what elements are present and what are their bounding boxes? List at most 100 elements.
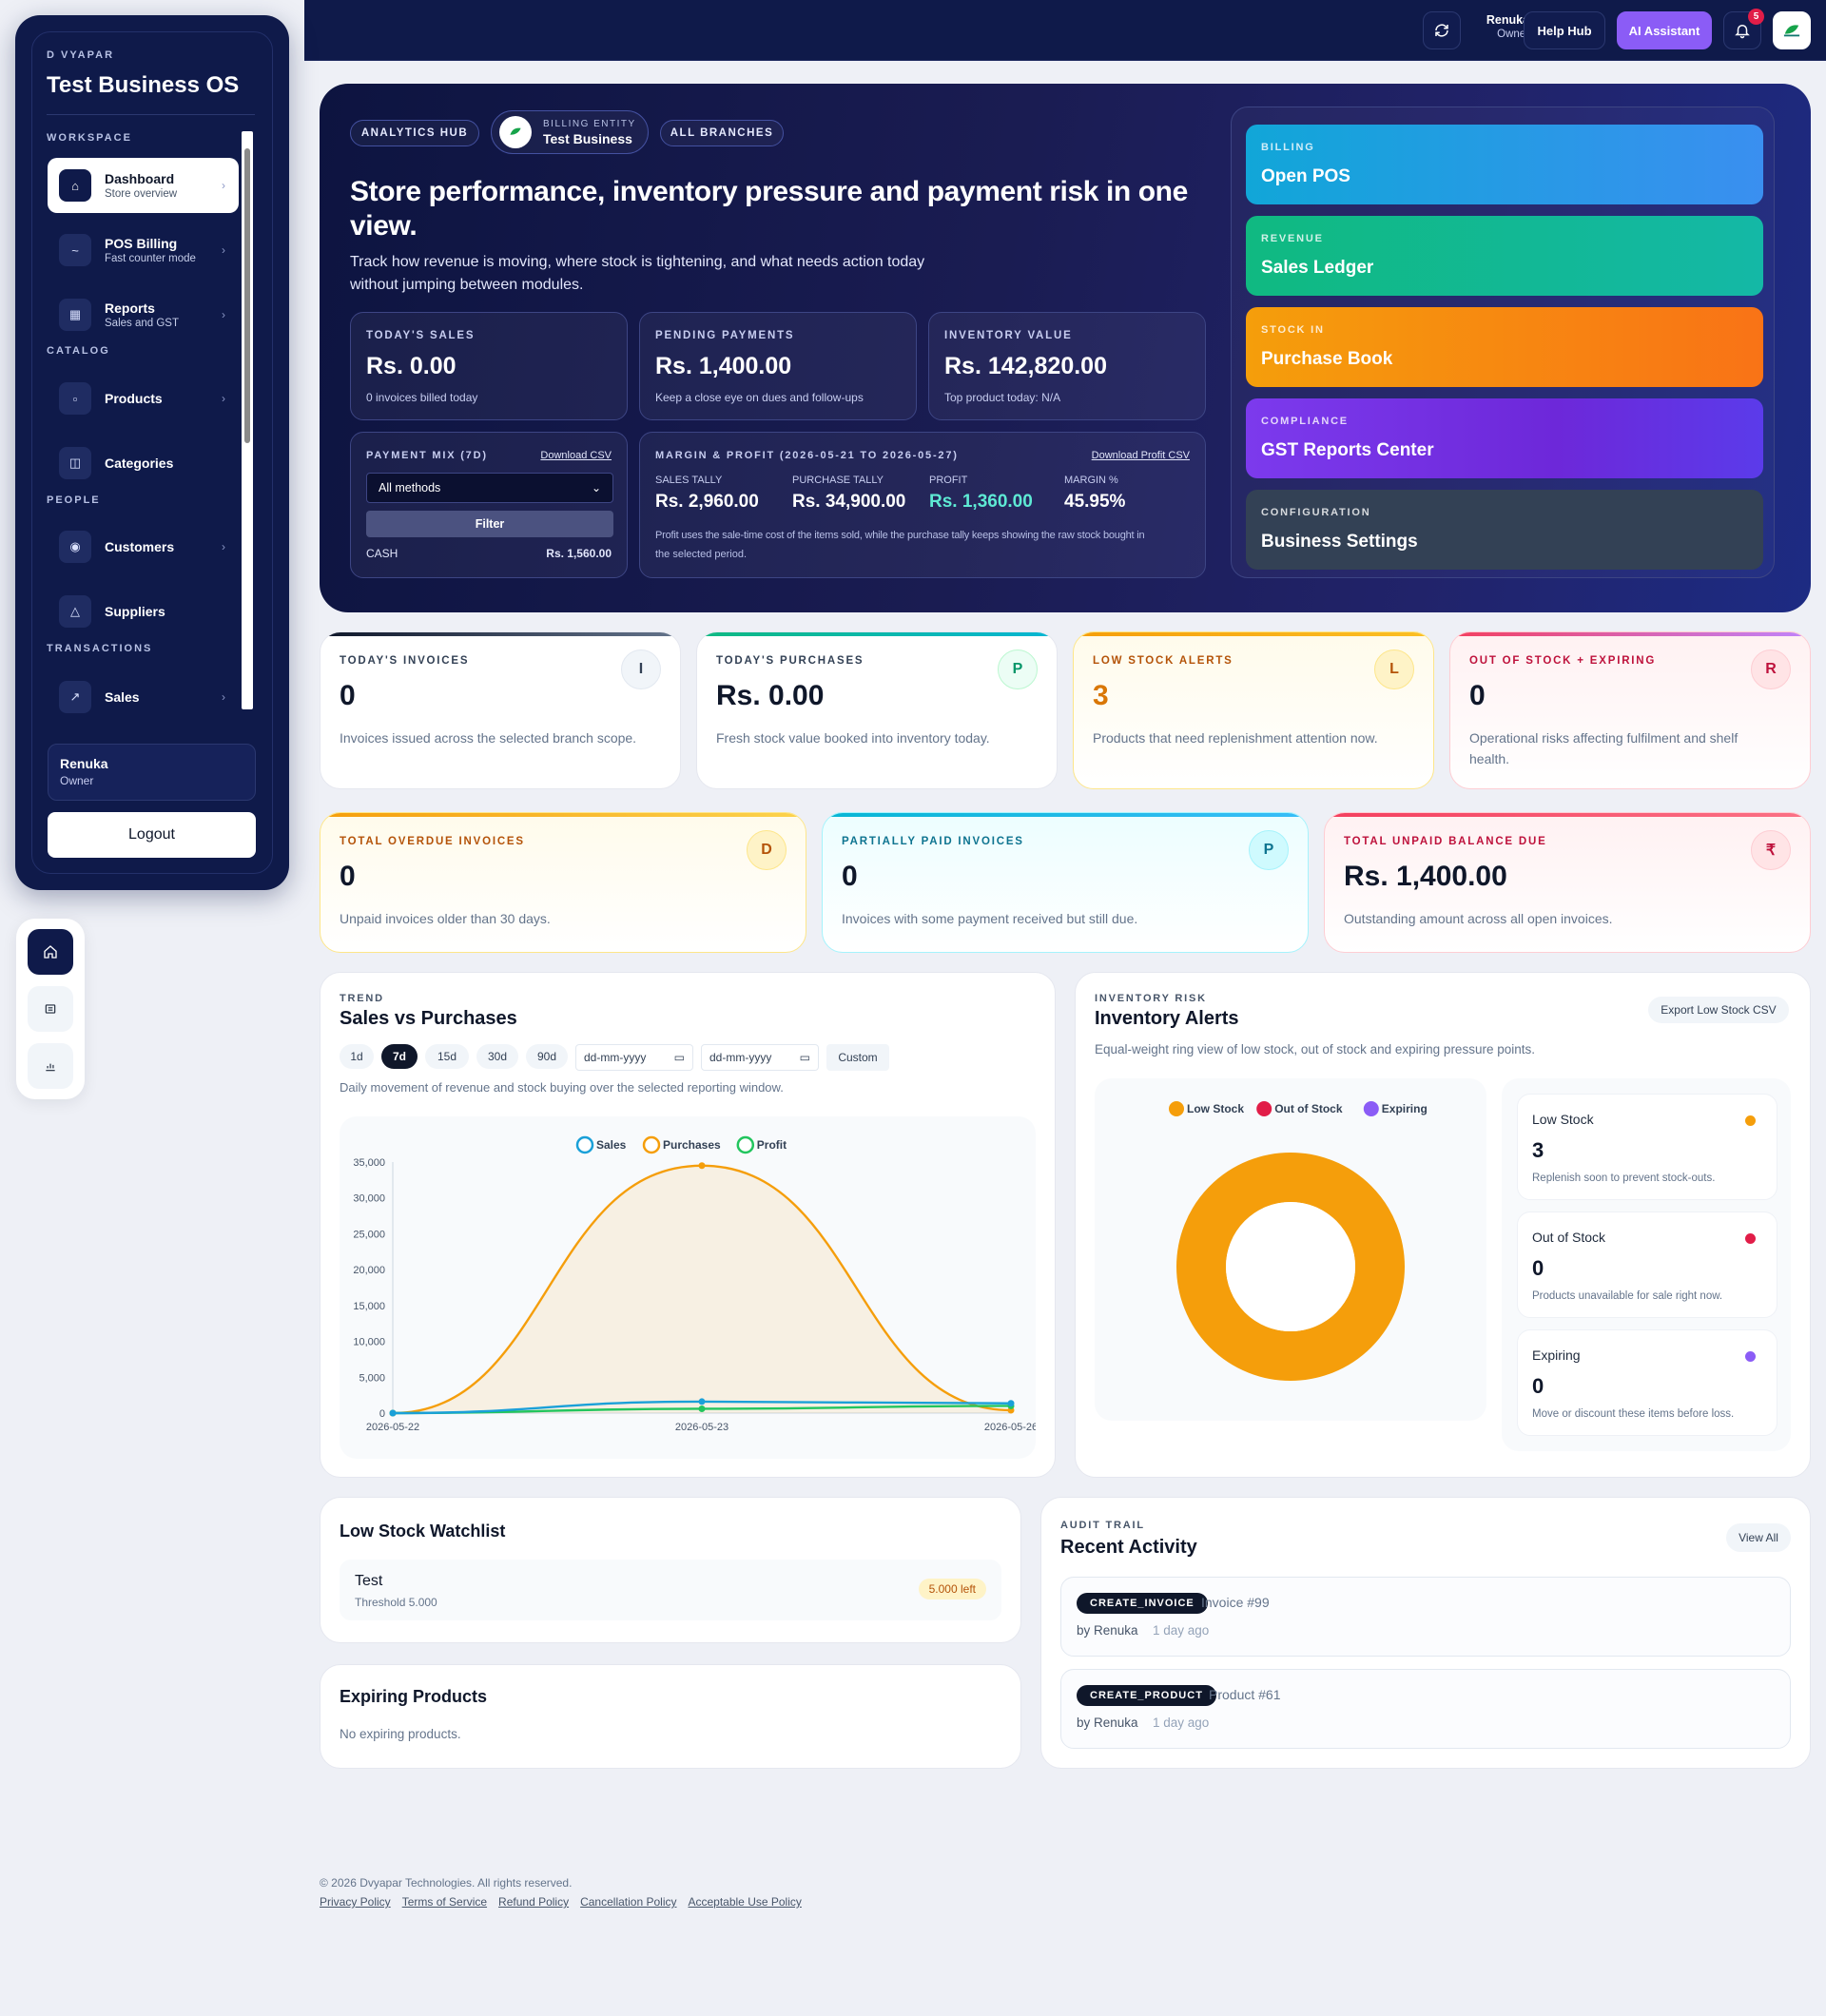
tile-kicker: CONFIGURATION: [1261, 507, 1371, 518]
y-tick-label: 30,000: [353, 1193, 385, 1205]
watchlist-item-threshold: Threshold 5.000: [355, 1596, 437, 1609]
scrollbar-thumb[interactable]: [244, 148, 250, 443]
status-dot: [1745, 1351, 1756, 1362]
activity-item[interactable]: CREATE_PRODUCT Product #61 by Renuka 1 d…: [1060, 1669, 1791, 1749]
sidebar-item-suppliers[interactable]: △ Suppliers: [48, 584, 239, 639]
purchase-book-tile[interactable]: STOCK IN Purchase Book: [1246, 307, 1763, 387]
summary-value: 0: [1532, 1374, 1544, 1398]
summary-value: 0: [1532, 1256, 1544, 1280]
stat-value: 0: [340, 680, 356, 711]
activity-item[interactable]: CREATE_INVOICE Invoice #99 by Renuka 1 d…: [1060, 1577, 1791, 1657]
ring-legend-label[interactable]: Low Stock: [1187, 1102, 1244, 1115]
home-icon: [44, 945, 57, 959]
watchlist-item[interactable]: Test Threshold 5.000 5.000 left: [340, 1560, 1001, 1620]
arrow-up-right-icon: ↗: [59, 681, 91, 713]
stat-kicker: LOW STOCK ALERTS: [1093, 655, 1234, 667]
range-7d-button[interactable]: 7d: [381, 1044, 418, 1069]
business-logo-button[interactable]: [1773, 11, 1811, 49]
card-kicker: TODAY'S SALES: [366, 330, 476, 341]
date-from-input[interactable]: dd-mm-yyyy ▭: [575, 1044, 693, 1071]
sidebar-user-card[interactable]: Renuka Owner: [48, 744, 256, 801]
rail-home-button[interactable]: [28, 929, 73, 975]
chevron-down-icon: ⌄: [591, 481, 601, 494]
cancellation-policy-link[interactable]: Cancellation Policy: [580, 1895, 677, 1909]
payment-method-select[interactable]: All methods ⌄: [366, 473, 613, 503]
help-hub-button[interactable]: Help Hub: [1524, 11, 1605, 49]
sidebar-item-sales[interactable]: ↗ Sales ›: [48, 669, 239, 725]
margin-col-profit: PROFIT Rs. 1,360.00: [929, 475, 1033, 513]
series-area-purchases: [393, 1165, 1011, 1413]
stat-kicker: TOTAL UNPAID BALANCE DUE: [1344, 836, 1547, 847]
sidebar-item-customers[interactable]: ◉ Customers ›: [48, 519, 239, 574]
gst-reports-tile[interactable]: COMPLIANCE GST Reports Center: [1246, 398, 1763, 478]
home-icon: ⌂: [59, 169, 91, 202]
columns-icon: ◫: [59, 447, 91, 479]
privacy-policy-link[interactable]: Privacy Policy: [320, 1895, 391, 1909]
sync-button[interactable]: [1423, 11, 1461, 49]
terms-of-service-link[interactable]: Terms of Service: [401, 1895, 488, 1909]
download-csv-link[interactable]: Download CSV: [540, 450, 612, 461]
section-transactions: TRANSACTIONS: [47, 643, 153, 654]
acceptable-use-policy-link[interactable]: Acceptable Use Policy: [688, 1895, 802, 1909]
sidebar-scrollbar[interactable]: [242, 131, 253, 709]
refund-policy-link[interactable]: Refund Policy: [498, 1895, 570, 1909]
data-point-sales[interactable]: [1007, 1400, 1015, 1407]
box-icon: ▫: [59, 382, 91, 415]
data-point-sales[interactable]: [389, 1409, 397, 1417]
logout-button[interactable]: Logout: [48, 812, 256, 858]
legend-label[interactable]: Profit: [757, 1138, 787, 1152]
open-pos-tile[interactable]: BILLING Open POS: [1246, 125, 1763, 204]
calendar-icon: ▭: [799, 1051, 810, 1064]
filter-button[interactable]: Filter: [366, 511, 613, 537]
range-90d-button[interactable]: 90d: [526, 1044, 568, 1069]
ring-legend-label[interactable]: Expiring: [1382, 1102, 1428, 1115]
ring-legend-label[interactable]: Out of Stock: [1274, 1102, 1343, 1115]
rail-billing-button[interactable]: [28, 986, 73, 1032]
ai-assistant-button[interactable]: AI Assistant: [1617, 11, 1712, 49]
all-branches-pill[interactable]: ALL BRANCHES: [660, 120, 784, 146]
range-15d-button[interactable]: 15d: [425, 1044, 469, 1069]
data-point-purchases[interactable]: [698, 1162, 706, 1170]
chevron-right-icon: ›: [222, 540, 225, 553]
summary-label: Low Stock: [1532, 1112, 1594, 1127]
sidebar-item-pos-billing[interactable]: ~ POS Billing Fast counter mode ›: [48, 223, 239, 278]
legend-marker-sales: [575, 1135, 594, 1154]
sidebar-item-reports[interactable]: ▦ Reports Sales and GST ›: [48, 287, 239, 342]
data-point-sales[interactable]: [698, 1398, 706, 1405]
legend-label[interactable]: Sales: [596, 1138, 627, 1152]
sidebar-item-categories[interactable]: ◫ Categories: [48, 436, 239, 491]
range-1d-button[interactable]: 1d: [340, 1044, 374, 1069]
range-30d-button[interactable]: 30d: [476, 1044, 518, 1069]
custom-range-button[interactable]: Custom: [826, 1044, 889, 1071]
ring-legend-marker: [1256, 1101, 1272, 1116]
card-value: Rs. 1,400.00: [655, 353, 792, 379]
tile-title: Sales Ledger: [1261, 258, 1374, 278]
activity-tag: CREATE_PRODUCT: [1077, 1685, 1216, 1706]
business-settings-tile[interactable]: CONFIGURATION Business Settings: [1246, 490, 1763, 570]
sales-ledger-tile[interactable]: REVENUE Sales Ledger: [1246, 216, 1763, 296]
stat-desc: Operational risks affecting fulfilment a…: [1469, 730, 1739, 766]
sidebar-item-sub: Sales and GST: [105, 318, 179, 329]
stat-desc: Fresh stock value booked into inventory …: [716, 730, 990, 746]
date-to-input[interactable]: dd-mm-yyyy ▭: [701, 1044, 819, 1071]
data-point-profit[interactable]: [698, 1405, 706, 1412]
y-tick-label: 35,000: [353, 1157, 385, 1169]
activity-ref: Product #61: [1209, 1687, 1281, 1702]
billing-entity-pill[interactable]: BILLING ENTITY Test Business: [491, 110, 649, 154]
sidebar-item-products[interactable]: ▫ Products ›: [48, 371, 239, 426]
notifications-button[interactable]: 5: [1723, 9, 1764, 49]
rail-reports-button[interactable]: [28, 1043, 73, 1089]
view-all-button[interactable]: View All: [1726, 1523, 1791, 1552]
export-low-stock-button[interactable]: Export Low Stock CSV: [1648, 997, 1789, 1023]
download-profit-csv-link[interactable]: Download Profit CSV: [1091, 450, 1190, 461]
ring-segment[interactable]: [1176, 1153, 1405, 1381]
bar-chart-icon: [46, 1063, 55, 1072]
topbar-user[interactable]: Renuka Owner: [1468, 13, 1529, 40]
summary-value: 3: [1532, 1138, 1544, 1162]
activity-ref: Invoice #99: [1201, 1595, 1270, 1610]
legend-label[interactable]: Purchases: [663, 1138, 721, 1152]
sidebar-item-dashboard[interactable]: ⌂ Dashboard Store overview ›: [48, 158, 239, 213]
y-tick-label: 0: [379, 1408, 385, 1420]
top-bar: Renuka Owner Help Hub AI Assistant 5: [304, 0, 1826, 61]
stat-card-low-stock: LOW STOCK ALERTS 3 Products that need re…: [1073, 631, 1434, 789]
